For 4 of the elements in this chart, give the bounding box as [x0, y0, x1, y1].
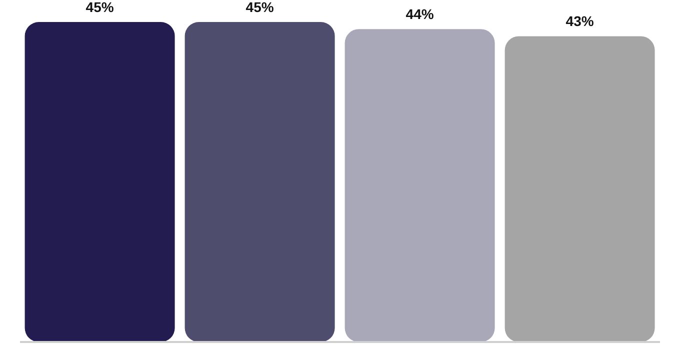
- data-label: 43%: [566, 13, 594, 30]
- data-label: 45%: [86, 0, 114, 15]
- data-label: 45%: [246, 0, 274, 15]
- data-label: 44%: [406, 6, 434, 22]
